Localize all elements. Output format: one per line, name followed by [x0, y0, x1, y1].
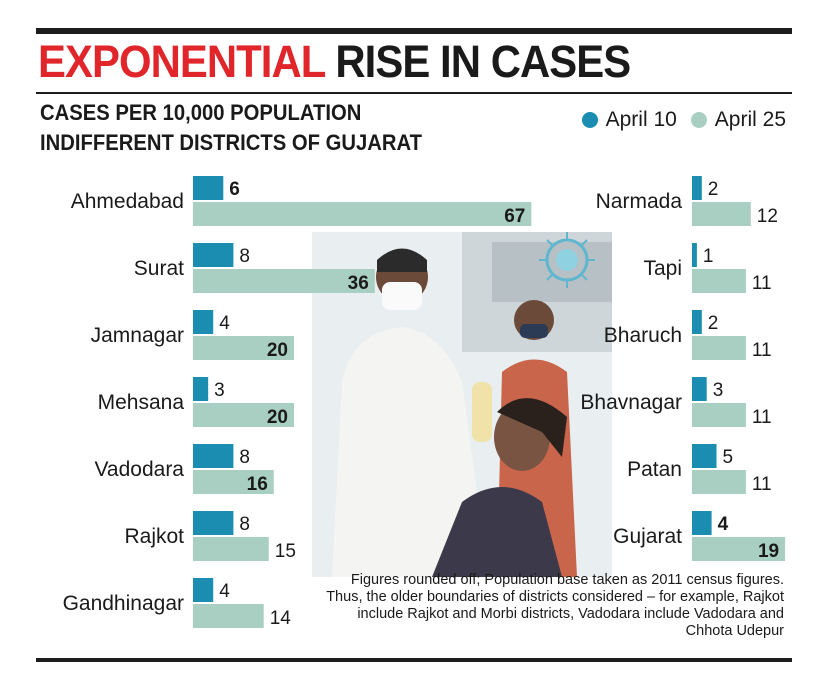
- value-april10-jamnagar: 4: [219, 313, 230, 334]
- value-april10-gandhinagar: 4: [219, 581, 230, 602]
- value-april10-tapi: 1: [703, 246, 714, 267]
- bar-april10-bharuch: [692, 310, 702, 334]
- legend: April 10 April 25: [568, 108, 786, 132]
- bar-april10-ahmedabad: [193, 176, 224, 200]
- subtitle-line-2: INDIFFERENT DISTRICTS OF GUJARAT: [40, 130, 422, 155]
- category-label-jamnagar: Jamnagar: [91, 324, 184, 347]
- legend-item-april25: April 25: [690, 108, 786, 132]
- value-april10-bharuch: 2: [708, 313, 719, 334]
- bar-april10-tapi: [692, 243, 697, 267]
- category-label-bhavnagar: Bhavnagar: [580, 391, 682, 414]
- value-april25-tapi: 11: [752, 273, 772, 294]
- value-april25-vadodara: 16: [247, 474, 268, 495]
- legend-label-april10: April 10: [605, 108, 677, 131]
- bar-april25-bharuch: [692, 336, 746, 360]
- category-label-rajkot: Rajkot: [124, 525, 184, 548]
- category-label-surat: Surat: [134, 257, 184, 280]
- value-april10-rajkot: 8: [239, 514, 250, 535]
- chart-subtitle: CASES PER 10,000 POPULATION INDIFFERENT …: [40, 98, 422, 158]
- value-april10-ahmedabad: 6: [229, 179, 240, 200]
- value-april10-gujarat: 4: [718, 514, 729, 535]
- category-label-patan: Patan: [627, 458, 682, 481]
- value-april25-gujarat: 19: [758, 541, 779, 562]
- bar-april10-jamnagar: [193, 310, 214, 334]
- bar-april25-surat: [193, 269, 375, 293]
- category-label-gujarat: Gujarat: [613, 525, 682, 548]
- legend-swatch-april25: [690, 112, 707, 128]
- bar-april10-patan: [692, 444, 717, 468]
- bar-april10-rajkot: [193, 511, 234, 535]
- value-april10-bhavnagar: 3: [713, 380, 724, 401]
- virus-icon: [539, 232, 595, 288]
- value-april25-bharuch: 11: [752, 340, 772, 361]
- bar-april25-vadodara: [193, 470, 274, 494]
- bar-april10-gandhinagar: [193, 578, 214, 602]
- bar-april10-vadodara: [193, 444, 234, 468]
- bar-april10-narmada: [692, 176, 702, 200]
- top-rule: [36, 28, 792, 34]
- photo-health-worker-swab-test: [312, 232, 612, 577]
- bar-april10-mehsana: [193, 377, 209, 401]
- category-label-gandhinagar: Gandhinagar: [63, 592, 184, 615]
- bar-april10-gujarat: [692, 511, 712, 535]
- category-label-tapi: Tapi: [643, 257, 682, 280]
- value-april10-mehsana: 3: [214, 380, 225, 401]
- legend-item-april10: April 10: [581, 108, 677, 132]
- bar-april25-mehsana: [193, 403, 294, 427]
- bar-april25-bhavnagar: [692, 403, 746, 427]
- bar-april25-narmada: [692, 202, 751, 226]
- bar-april25-rajkot: [193, 537, 269, 561]
- headline-red: EXPONENTIAL: [38, 36, 326, 87]
- category-label-mehsana: Mehsana: [98, 391, 185, 414]
- category-label-bharuch: Bharuch: [604, 324, 682, 347]
- category-label-narmada: Narmada: [596, 190, 683, 213]
- value-april25-jamnagar: 20: [267, 340, 288, 361]
- bottom-rule: [36, 658, 792, 662]
- value-april25-gandhinagar: 14: [270, 608, 292, 629]
- subtitle-line-1: CASES PER 10,000 POPULATION: [40, 100, 362, 125]
- footnote: Figures rounded off; Population base tak…: [326, 572, 784, 639]
- category-label-vadodara: Vadodara: [94, 458, 184, 481]
- headline-rule: [36, 92, 792, 94]
- value-april25-narmada: 12: [757, 206, 778, 227]
- bar-april25-gandhinagar: [193, 604, 264, 628]
- value-april25-ahmedabad: 67: [504, 206, 525, 227]
- value-april10-narmada: 2: [708, 179, 719, 200]
- value-april10-surat: 8: [239, 246, 250, 267]
- value-april25-surat: 36: [348, 273, 369, 294]
- bar-april25-gujarat: [692, 537, 786, 561]
- headline-dark: RISE IN CASES: [335, 36, 631, 87]
- bar-april25-ahmedabad: [193, 202, 532, 226]
- value-april10-vadodara: 8: [239, 447, 250, 468]
- value-april25-bhavnagar: 11: [752, 407, 772, 428]
- bar-april25-jamnagar: [193, 336, 294, 360]
- legend-swatch-april10: [581, 112, 598, 128]
- bar-april25-tapi: [692, 269, 746, 293]
- headline: EXPONENTIAL RISE IN CASES: [38, 36, 631, 88]
- bar-april10-bhavnagar: [692, 377, 707, 401]
- value-april25-patan: 11: [752, 474, 772, 495]
- bar-april25-patan: [692, 470, 746, 494]
- bar-april10-surat: [193, 243, 234, 267]
- legend-label-april25: April 25: [714, 108, 786, 131]
- value-april25-mehsana: 20: [267, 407, 288, 428]
- value-april25-rajkot: 15: [275, 541, 296, 562]
- category-label-ahmedabad: Ahmedabad: [71, 190, 184, 213]
- value-april10-patan: 5: [723, 447, 734, 468]
